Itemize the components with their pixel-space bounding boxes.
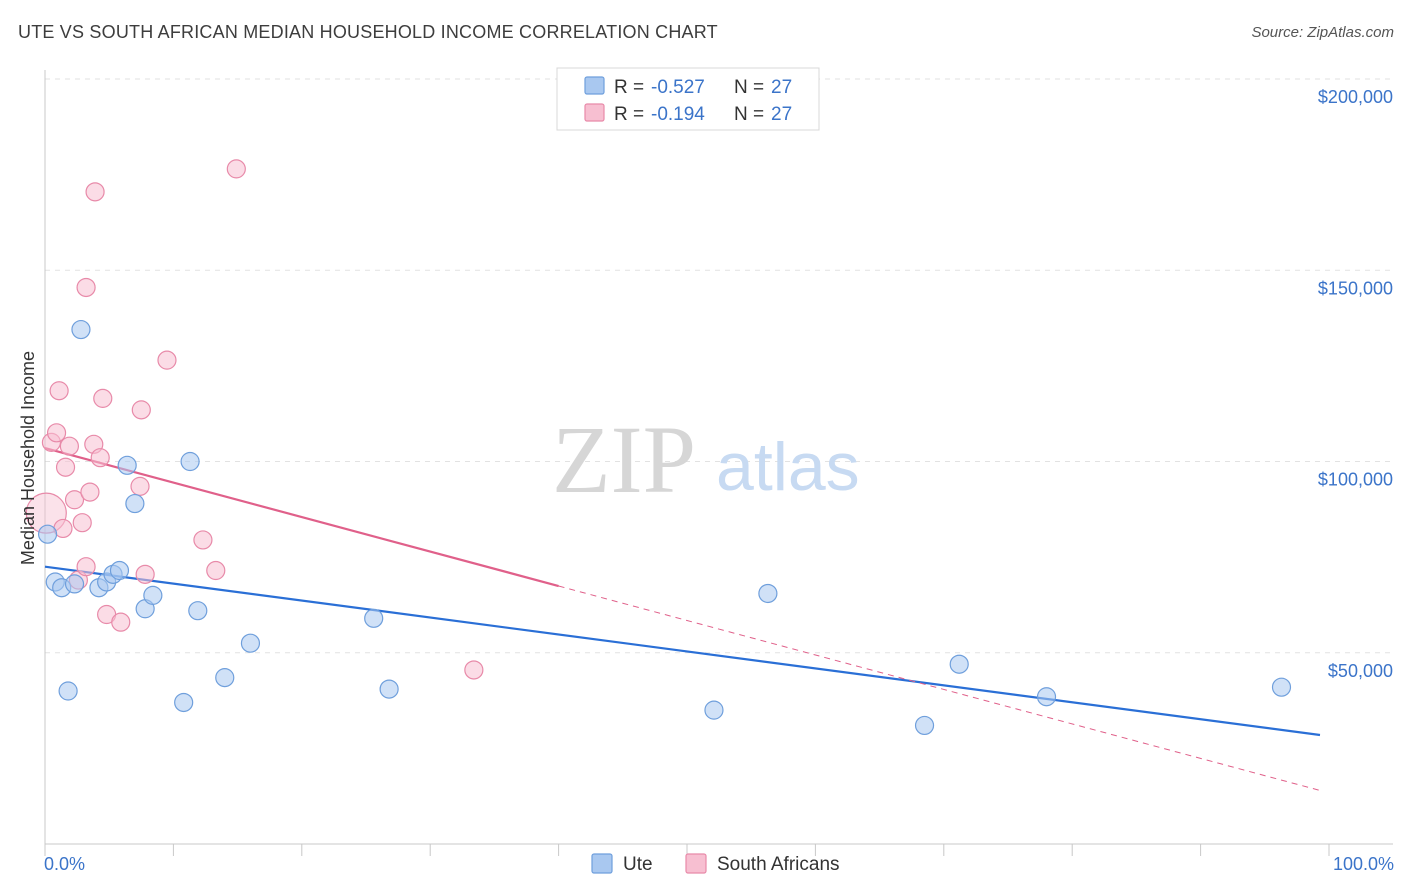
y-tick-label-2: $150,000 — [1318, 278, 1393, 298]
watermark: ZIP atlas — [552, 406, 860, 513]
stats-n-value-south-africans: 27 — [771, 104, 792, 125]
point-0-22 — [758, 583, 778, 604]
point-0-0 — [37, 524, 58, 544]
point-1-14 — [85, 182, 105, 202]
point-0-16 — [188, 601, 208, 621]
stats-n-label-ute: N = — [734, 77, 764, 98]
point-0-20 — [379, 679, 399, 699]
point-0-24 — [949, 654, 969, 674]
legend-label-ute: Ute — [623, 854, 653, 875]
y-tick-label-0: $50,000 — [1328, 661, 1393, 681]
legend-swatch-south-africans — [685, 853, 707, 874]
stats-swatch-south-africans — [584, 103, 605, 122]
series-legend: Ute South Africans — [591, 853, 840, 875]
point-1-21 — [135, 564, 155, 584]
stats-n-value-ute: 27 — [771, 77, 792, 98]
point-1-12 — [80, 482, 100, 502]
point-0-3 — [58, 681, 78, 701]
point-1-9 — [72, 513, 92, 533]
point-1-25 — [226, 159, 246, 179]
point-1-20 — [131, 400, 151, 420]
point-0-4 — [64, 574, 85, 594]
point-0-21 — [704, 700, 724, 720]
point-0-23 — [914, 715, 935, 736]
point-1-15 — [90, 448, 110, 468]
point-1-19 — [130, 476, 150, 496]
legend-label-south-africans: South Africans — [717, 854, 840, 875]
stats-r-value-ute: -0.527 — [651, 77, 705, 98]
point-0-18 — [240, 633, 261, 653]
point-0-5 — [71, 319, 91, 340]
x-tick-labels: 0.0% 100.0% — [44, 854, 1394, 874]
point-0-15 — [180, 451, 200, 472]
y-tick-label-3: $200,000 — [1318, 87, 1393, 107]
stats-r-value-south-africans: -0.194 — [651, 104, 705, 125]
grid-lines — [45, 78, 1393, 654]
trend-line-dashed-1 — [558, 585, 1321, 791]
point-0-19 — [364, 608, 384, 628]
point-1-6 — [59, 436, 79, 456]
y-tick-labels: $50,000 $100,000 $150,000 $200,000 — [1318, 87, 1393, 681]
point-0-11 — [125, 493, 145, 514]
point-0-13 — [143, 585, 163, 605]
stats-r-label-ute: R = — [614, 77, 644, 98]
legend-swatch-ute — [591, 853, 613, 874]
point-1-3 — [49, 381, 69, 401]
axes — [44, 70, 1393, 856]
point-1-2 — [46, 423, 67, 443]
point-1-24 — [206, 560, 226, 581]
point-1-26 — [464, 660, 484, 680]
point-0-17 — [215, 668, 235, 688]
point-1-7 — [64, 490, 85, 510]
stats-legend: R = -0.527 N = 27 R = -0.194 N = 27 — [556, 67, 820, 131]
point-1-10 — [76, 557, 96, 577]
point-0-9 — [109, 560, 130, 581]
source-credit: Source: ZipAtlas.com — [1251, 24, 1394, 41]
stats-r-label-south-africans: R = — [614, 104, 644, 125]
trend-line-0 — [44, 565, 1321, 737]
watermark-atlas: atlas — [716, 429, 860, 505]
watermark-zip: ZIP — [552, 406, 696, 513]
point-1-16 — [93, 388, 113, 408]
stats-n-label-south-africans: N = — [734, 104, 764, 125]
point-1-11 — [76, 277, 96, 298]
point-0-10 — [117, 455, 137, 475]
point-1-22 — [157, 350, 177, 370]
point-0-14 — [174, 692, 194, 713]
stats-swatch-ute — [584, 76, 605, 95]
x-tick-label-max: 100.0% — [1333, 854, 1394, 874]
y-axis-label: Median Household Income — [18, 351, 38, 565]
data-points — [25, 159, 1292, 736]
x-tick-label-min: 0.0% — [44, 854, 85, 874]
point-0-25 — [1036, 687, 1057, 707]
point-1-5 — [55, 457, 76, 477]
point-1-23 — [193, 530, 213, 550]
point-1-18 — [111, 612, 131, 632]
point-0-26 — [1271, 677, 1292, 697]
y-tick-label-1: $100,000 — [1318, 470, 1393, 490]
chart-title: UTE VS SOUTH AFRICAN MEDIAN HOUSEHOLD IN… — [18, 22, 718, 42]
